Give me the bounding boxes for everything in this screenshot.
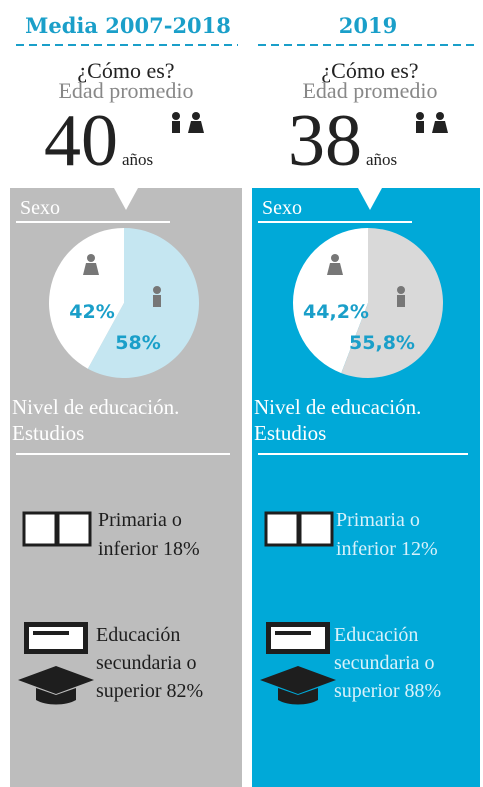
person-icon	[192, 112, 200, 120]
education-item: secundaria o	[96, 652, 197, 674]
subtitle: Edad promedio	[302, 78, 437, 103]
education-item: Educación	[334, 624, 418, 646]
pie-slice	[87, 228, 200, 378]
certificate-icon	[271, 627, 325, 649]
age-unit: años	[366, 150, 397, 169]
question: ¿Cómo es?	[321, 58, 418, 83]
question: ¿Cómo es?	[77, 58, 174, 83]
age-unit: años	[122, 150, 153, 169]
education-item: Primaria o	[98, 509, 182, 531]
panel-notch	[358, 188, 382, 210]
cap-icon	[18, 666, 94, 705]
education-item: inferior 18%	[98, 538, 200, 560]
person-icon	[416, 121, 424, 133]
average-age: 40	[44, 100, 118, 182]
person-icon	[331, 254, 339, 262]
column-header: Media 2007-2018	[25, 13, 231, 38]
education-item: secundaria o	[334, 652, 435, 674]
panel-notch	[114, 188, 138, 210]
certificate-icon	[29, 627, 83, 649]
person-icon	[188, 121, 204, 133]
person-icon	[153, 295, 161, 307]
education-item: superior 82%	[96, 680, 203, 702]
education-label: Estudios	[12, 421, 84, 445]
person-icon	[83, 263, 99, 275]
person-icon	[87, 254, 95, 262]
sex-label: Sexo	[20, 197, 60, 219]
column-header: 2019	[339, 13, 397, 38]
certificate-icon	[275, 631, 311, 635]
education-item: superior 88%	[334, 680, 441, 702]
education-item: Primaria o	[336, 509, 420, 531]
education-item: Educación	[96, 624, 180, 646]
person-icon	[397, 295, 405, 307]
pie-slice	[341, 228, 443, 378]
person-icon	[153, 286, 161, 294]
person-icon	[416, 112, 424, 120]
education-label: Nivel de educación.	[254, 395, 421, 419]
pie-label: 44,2%	[303, 301, 369, 323]
cap-icon	[260, 666, 336, 705]
education-item: inferior 12%	[336, 538, 438, 560]
person-icon	[397, 286, 405, 294]
pie-slice	[49, 228, 124, 369]
person-icon	[172, 112, 180, 120]
average-age: 38	[288, 100, 362, 182]
book-icon	[264, 511, 334, 547]
pie-label: 55,8%	[349, 332, 415, 354]
person-icon	[436, 112, 444, 120]
education-label: Estudios	[254, 421, 326, 445]
book-icon	[22, 511, 92, 547]
pie-slice	[292, 228, 368, 374]
person-icon	[172, 121, 180, 133]
pie-label: 42%	[69, 301, 114, 323]
certificate-icon	[33, 631, 69, 635]
education-label: Nivel de educación.	[12, 395, 179, 419]
sex-label: Sexo	[262, 197, 302, 219]
subtitle: Edad promedio	[58, 78, 193, 103]
person-icon	[327, 263, 343, 275]
pie-label: 58%	[115, 332, 160, 354]
person-icon	[432, 121, 448, 133]
